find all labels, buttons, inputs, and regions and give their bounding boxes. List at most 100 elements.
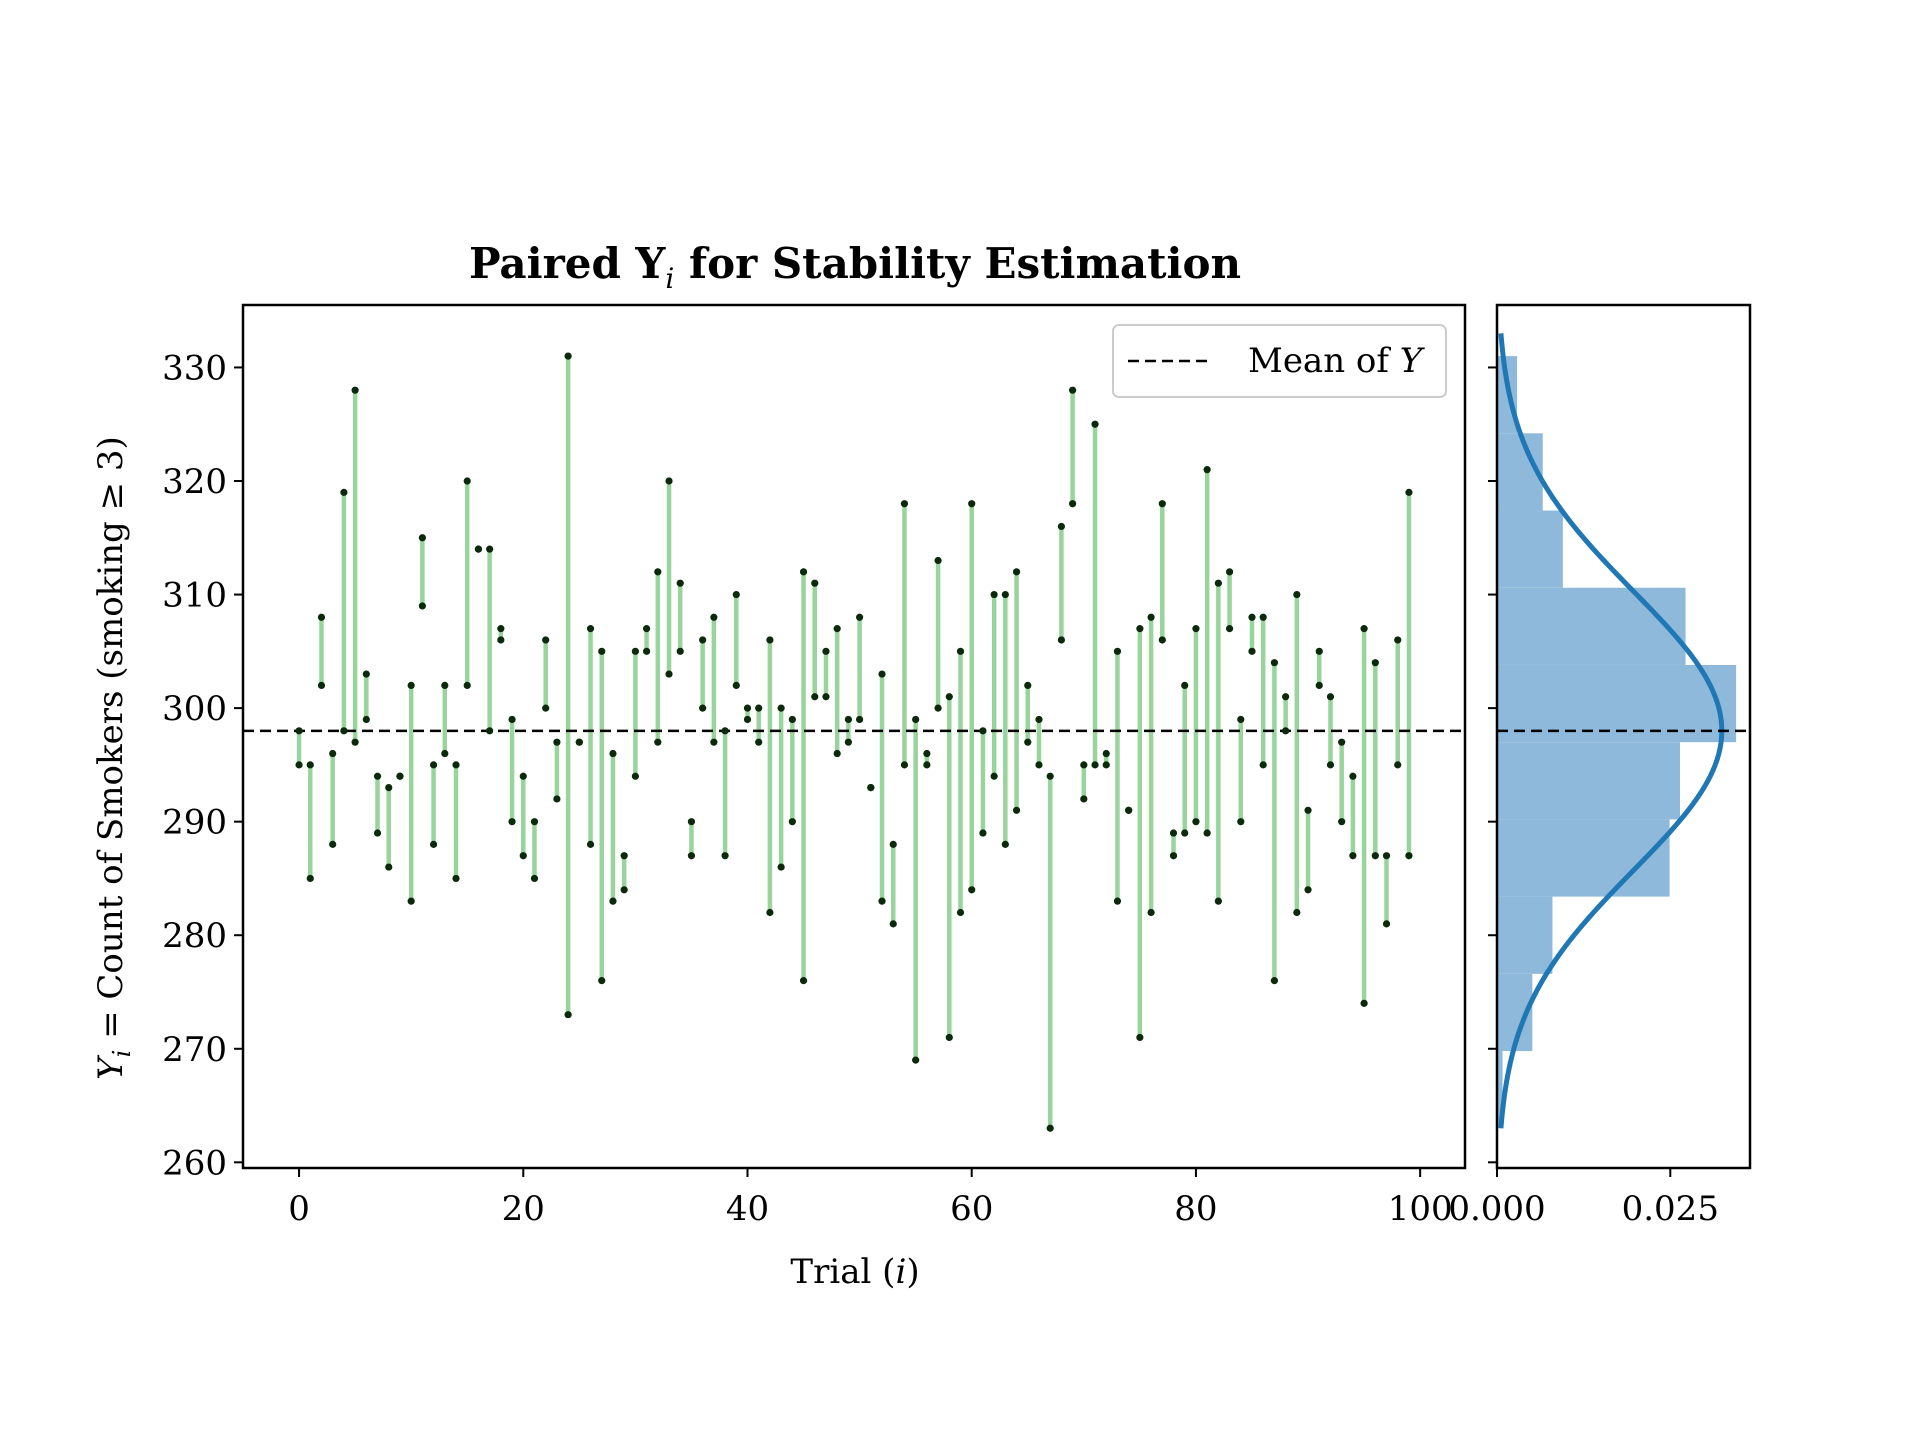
data-point <box>945 1033 953 1042</box>
data-point <box>710 738 718 746</box>
data-point <box>732 590 740 599</box>
data-point <box>631 647 639 655</box>
data-point <box>598 977 606 985</box>
x-tick-label: 60 <box>950 1189 993 1229</box>
data-point <box>777 704 785 712</box>
data-point <box>642 625 651 633</box>
y-axis-label: Yi = Count of Smokers (smoking ≥ 3) <box>91 436 136 1080</box>
data-point <box>665 670 673 678</box>
data-point <box>811 693 819 701</box>
data-point <box>441 749 449 758</box>
data-point <box>1057 522 1066 531</box>
legend: Mean of Y <box>1112 324 1447 398</box>
data-point <box>1181 681 1189 690</box>
data-point <box>564 352 572 360</box>
data-point <box>452 874 460 883</box>
data-point <box>743 715 752 724</box>
data-point <box>844 738 852 746</box>
histogram-bar <box>1497 1051 1503 1129</box>
data-point <box>766 908 774 917</box>
point-layer <box>295 352 1413 1132</box>
data-point <box>1248 647 1256 655</box>
data-point <box>1192 818 1200 826</box>
data-point <box>295 761 303 769</box>
y-tick-label: 300 <box>162 689 227 729</box>
data-point <box>530 874 539 883</box>
y-axis-ticks: 260 270 280 290 300 310 320 330 <box>162 348 243 1183</box>
data-point <box>519 772 527 780</box>
data-point <box>1225 625 1234 633</box>
data-point <box>1405 852 1413 860</box>
data-point <box>799 568 808 576</box>
data-point <box>945 693 953 701</box>
data-point <box>1338 738 1346 746</box>
data-point <box>1113 647 1122 655</box>
main-plot-area: 0 20 40 60 80 100 260 270 280 290 300 310 320 330 Me… <box>91 303 1467 1292</box>
data-point <box>1360 625 1368 633</box>
data-point <box>923 761 931 769</box>
data-point <box>766 636 774 644</box>
data-point <box>452 761 460 769</box>
data-point <box>1158 500 1166 508</box>
legend-box <box>1112 324 1447 398</box>
data-point <box>295 727 303 735</box>
data-point <box>833 625 841 633</box>
main-plot-frame <box>241 303 1467 1170</box>
data-point <box>990 590 998 599</box>
histogram-y-ticks <box>1488 366 1497 1164</box>
data-point <box>878 670 886 678</box>
data-point <box>1125 806 1133 814</box>
data-point <box>721 727 729 735</box>
data-point <box>553 738 561 746</box>
data-point <box>1136 1033 1144 1042</box>
data-point <box>1293 908 1301 917</box>
data-point <box>856 715 864 724</box>
data-point <box>1237 715 1245 724</box>
data-point <box>1181 829 1189 837</box>
data-point <box>1326 693 1335 701</box>
data-point <box>329 749 337 758</box>
data-point <box>1394 636 1402 644</box>
data-point <box>1169 829 1178 837</box>
hist-x-tick-label: 0.000 <box>1448 1189 1545 1229</box>
data-point <box>508 818 516 826</box>
data-point <box>609 897 617 905</box>
data-point <box>755 704 763 712</box>
y-axis-label-rest: = Count of Smokers (smoking ≥ 3) <box>91 436 131 1050</box>
data-point <box>1035 761 1043 769</box>
data-point <box>1203 466 1211 474</box>
data-point <box>329 840 337 848</box>
data-point <box>956 647 965 655</box>
data-point <box>833 749 841 758</box>
y-tick-label: 310 <box>162 576 227 616</box>
x-tick-label: 0 <box>288 1189 310 1229</box>
histogram-frame <box>1495 303 1752 1170</box>
data-point <box>710 613 718 621</box>
data-point <box>1349 852 1357 860</box>
segment-layer <box>296 356 1412 1129</box>
data-point <box>1382 852 1391 860</box>
data-point <box>1057 636 1066 644</box>
data-point <box>923 749 931 758</box>
data-point <box>1147 613 1155 621</box>
data-point <box>609 749 617 758</box>
data-point <box>1315 681 1323 690</box>
data-point <box>788 715 796 724</box>
data-point <box>1169 852 1178 860</box>
histogram-bar <box>1497 587 1686 665</box>
data-point <box>317 613 326 621</box>
data-point <box>519 852 527 860</box>
data-point <box>1326 761 1335 769</box>
data-point <box>1214 579 1222 587</box>
data-point <box>642 647 651 655</box>
title-subscript: i <box>665 262 674 295</box>
histogram-x-ticks: 0.000 0.025 <box>1448 1168 1719 1229</box>
data-point <box>564 1011 572 1019</box>
data-point <box>1338 818 1346 826</box>
legend-label: Mean of Y <box>1248 341 1426 381</box>
histogram-bar <box>1497 819 1670 897</box>
data-point <box>1069 386 1077 394</box>
x-tick-label: 40 <box>726 1189 769 1229</box>
data-point <box>631 772 639 780</box>
data-point <box>1080 795 1088 803</box>
